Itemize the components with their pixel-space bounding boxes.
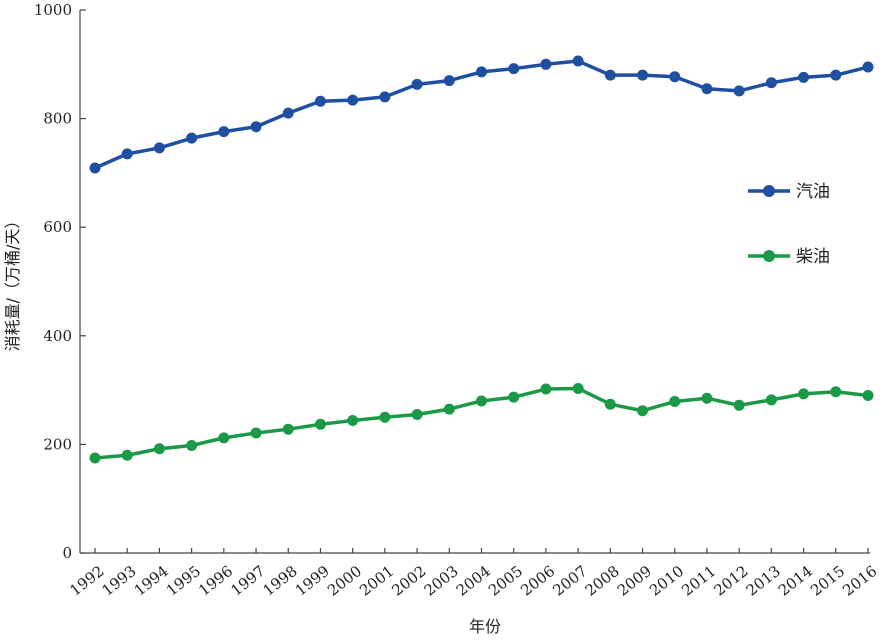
x-tick-label: 1995 [163,562,204,600]
data-point [153,142,165,154]
y-tick-label: 400 [43,327,72,345]
data-point [604,69,616,81]
data-point [669,71,681,83]
data-point [798,71,810,83]
x-tick-label: 1996 [195,562,236,600]
data-point [314,418,326,430]
x-tick-label: 2015 [807,562,848,600]
data-point [572,55,584,67]
data-point [862,390,874,402]
legend-label: 汽油 [796,182,830,202]
data-point [798,388,810,400]
data-point [186,132,198,144]
data-point [186,439,198,451]
data-point [153,443,165,455]
x-tick-label: 2009 [614,562,655,600]
x-tick-label: 2008 [582,562,623,600]
legend-marker [763,250,775,262]
x-tick-label: 1997 [227,562,268,600]
data-point [443,75,455,87]
data-point [765,394,777,406]
x-axis-title: 年份 [469,617,501,636]
x-tick-label: 2013 [743,562,784,600]
x-tick-label: 2006 [517,562,558,600]
data-point [347,94,359,106]
data-point [121,449,133,461]
data-point [540,383,552,395]
data-point [701,392,713,404]
data-point [411,409,423,421]
data-point [443,403,455,415]
legend-item: 汽油 [748,182,830,202]
x-tick-label: 2001 [356,562,397,600]
x-tick-label: 1993 [98,562,139,600]
data-point [604,398,616,410]
data-point [89,452,101,464]
y-tick-label: 600 [43,218,72,236]
data-point [379,91,391,103]
legend-label: 柴油 [796,247,830,267]
x-tick-label: 2014 [775,562,816,600]
legend-marker [763,185,775,197]
data-point [508,391,520,403]
x-tick-label: 2010 [646,562,687,600]
x-tick-label: 2016 [839,562,880,600]
y-axis: 0 200 400 600 800 1000 [34,1,86,562]
series-1 [89,55,874,174]
data-point [733,85,745,97]
data-point [862,61,874,73]
x-tick-label: 2004 [453,562,494,600]
y-tick-label: 800 [43,110,72,128]
x-tick-label: 2003 [421,562,462,600]
x-tick-label: 1992 [66,562,107,600]
data-point [476,66,487,78]
data-point [89,162,101,174]
series-2 [89,382,874,464]
data-point [637,405,649,417]
y-tick-label: 1000 [34,1,72,19]
data-point [572,382,584,394]
data-point [314,95,326,107]
x-tick-label: 2000 [324,562,365,600]
data-point [379,411,391,423]
x-tick-label: 2005 [485,562,526,600]
data-point [218,432,230,444]
x-tick-label: 2007 [549,562,590,600]
x-axis: 1992199319941995199619971998199920002001… [66,548,880,600]
data-point [282,107,294,119]
x-tick-label: 2012 [710,562,751,600]
y-tick-label: 200 [43,435,72,453]
y-tick-label: 0 [62,544,72,562]
data-point [669,396,681,408]
data-point [476,395,487,407]
x-tick-label: 1994 [131,562,172,600]
y-axis-title: 消耗量/（万桶/天） [3,213,22,352]
data-point [411,78,423,90]
x-tick-label: 2002 [388,562,429,600]
data-point [250,121,262,133]
data-point [765,77,777,89]
data-point [282,423,294,435]
x-tick-label: 2011 [678,562,719,600]
data-point [121,148,133,160]
data-point [540,58,552,70]
x-tick-label: 1999 [292,562,333,600]
series-layer [89,55,874,464]
data-point [701,83,713,95]
data-point [637,69,649,81]
data-point [733,399,745,411]
data-point [347,415,359,427]
data-point [250,427,262,439]
x-tick-label: 1998 [260,562,301,600]
legend-item: 柴油 [748,247,830,267]
data-point [830,386,842,398]
data-point [218,126,230,138]
data-point [508,63,520,75]
data-point [830,69,842,81]
